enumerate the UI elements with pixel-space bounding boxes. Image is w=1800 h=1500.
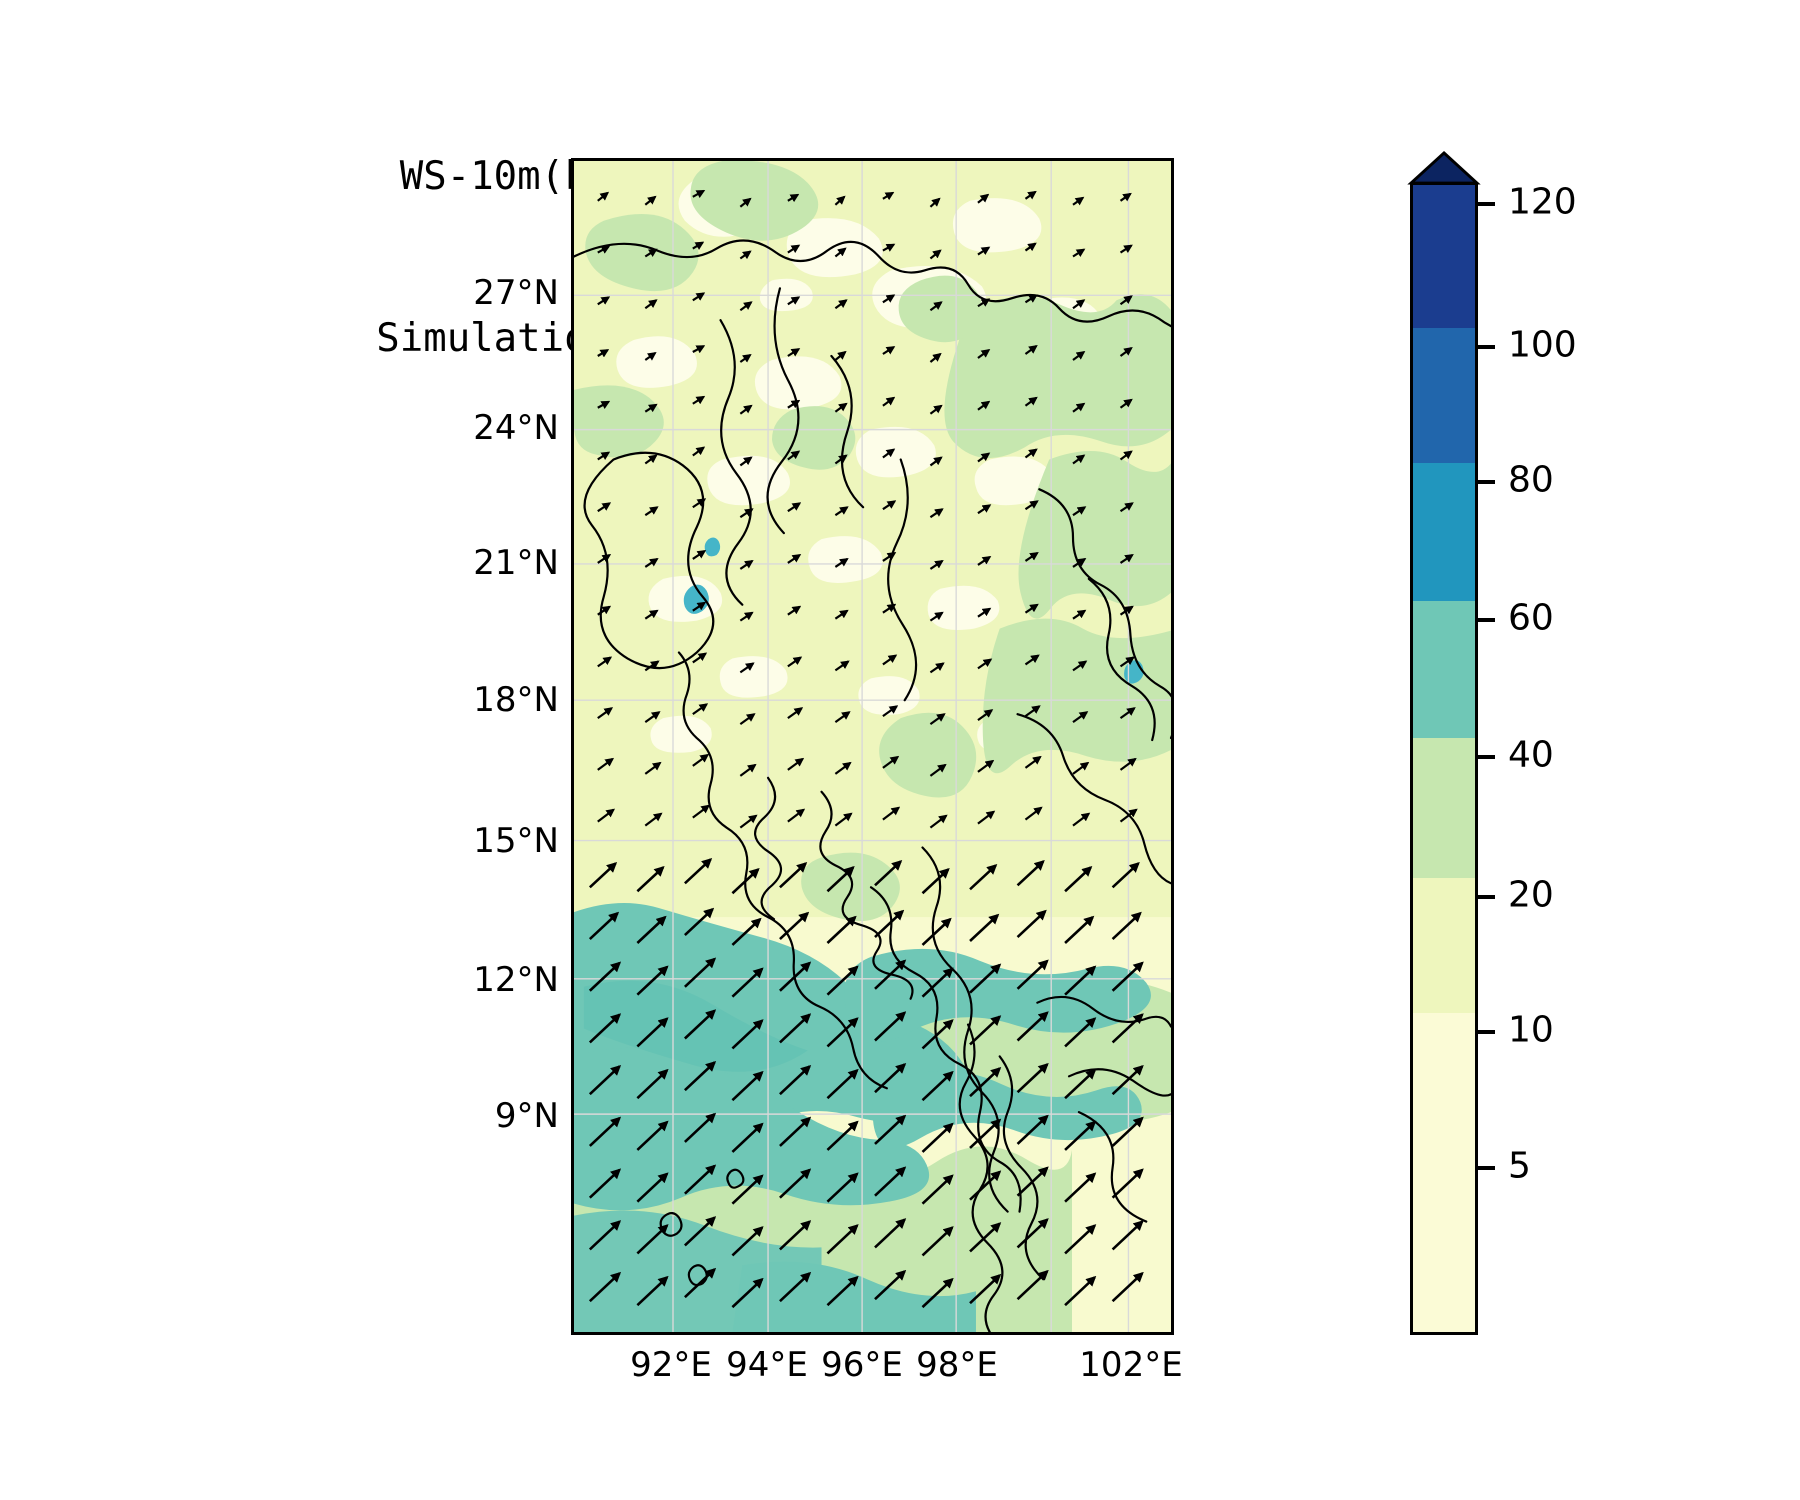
- cbar-label-120: 120: [1508, 181, 1577, 223]
- cbar-tickmark-20: [1478, 895, 1495, 899]
- lon-tick-92e: 92°E: [630, 1345, 712, 1385]
- colorbar[interactable]: [1407, 150, 1481, 1335]
- cbar-seg-10-20: [1413, 878, 1475, 1013]
- colorbar-gradient: [1410, 182, 1478, 1335]
- cbar-seg-20-40: [1413, 738, 1475, 878]
- cbar-label-40: 40: [1508, 734, 1554, 776]
- lat-tick-12n: 12°N: [473, 960, 559, 1000]
- cbar-label-10: 10: [1508, 1009, 1554, 1051]
- colorbar-extend-arrow: [1407, 150, 1481, 185]
- cbar-label-80: 80: [1508, 459, 1554, 501]
- map-render: [574, 161, 1171, 1332]
- lon-tick-102e: 102°E: [1079, 1345, 1183, 1385]
- cbar-seg-40-60: [1413, 601, 1475, 738]
- lon-tick-96e: 96°E: [821, 1345, 903, 1385]
- cbar-tickmark-60: [1478, 618, 1495, 622]
- cbar-label-5: 5: [1508, 1145, 1531, 1187]
- lat-tick-24n: 24°N: [473, 408, 559, 448]
- lat-tick-15n: 15°N: [473, 821, 559, 861]
- cbar-seg-80-100: [1413, 328, 1475, 463]
- lat-tick-18n: 18°N: [473, 680, 559, 720]
- cbar-tickmark-40: [1478, 755, 1495, 759]
- lon-tick-94e: 94°E: [726, 1345, 808, 1385]
- cbar-seg-60-80: [1413, 463, 1475, 601]
- cbar-tickmark-80: [1478, 480, 1495, 484]
- cbar-seg-100-120: [1413, 185, 1475, 328]
- cbar-tickmark-5: [1478, 1166, 1495, 1170]
- cbar-label-60: 60: [1508, 597, 1554, 639]
- cbar-tickmark-100: [1478, 345, 1495, 349]
- cbar-tickmark-10: [1478, 1030, 1495, 1034]
- map-axes[interactable]: [571, 158, 1174, 1335]
- lat-tick-27n: 27°N: [473, 273, 559, 313]
- cbar-seg-5-10: [1413, 1013, 1475, 1332]
- cbar-tickmark-120: [1478, 202, 1495, 206]
- lat-tick-21n: 21°N: [473, 543, 559, 583]
- cbar-label-20: 20: [1508, 874, 1554, 916]
- lon-tick-98e: 98°E: [916, 1345, 998, 1385]
- cbar-label-100: 100: [1508, 324, 1577, 366]
- lat-tick-9n: 9°N: [494, 1096, 559, 1136]
